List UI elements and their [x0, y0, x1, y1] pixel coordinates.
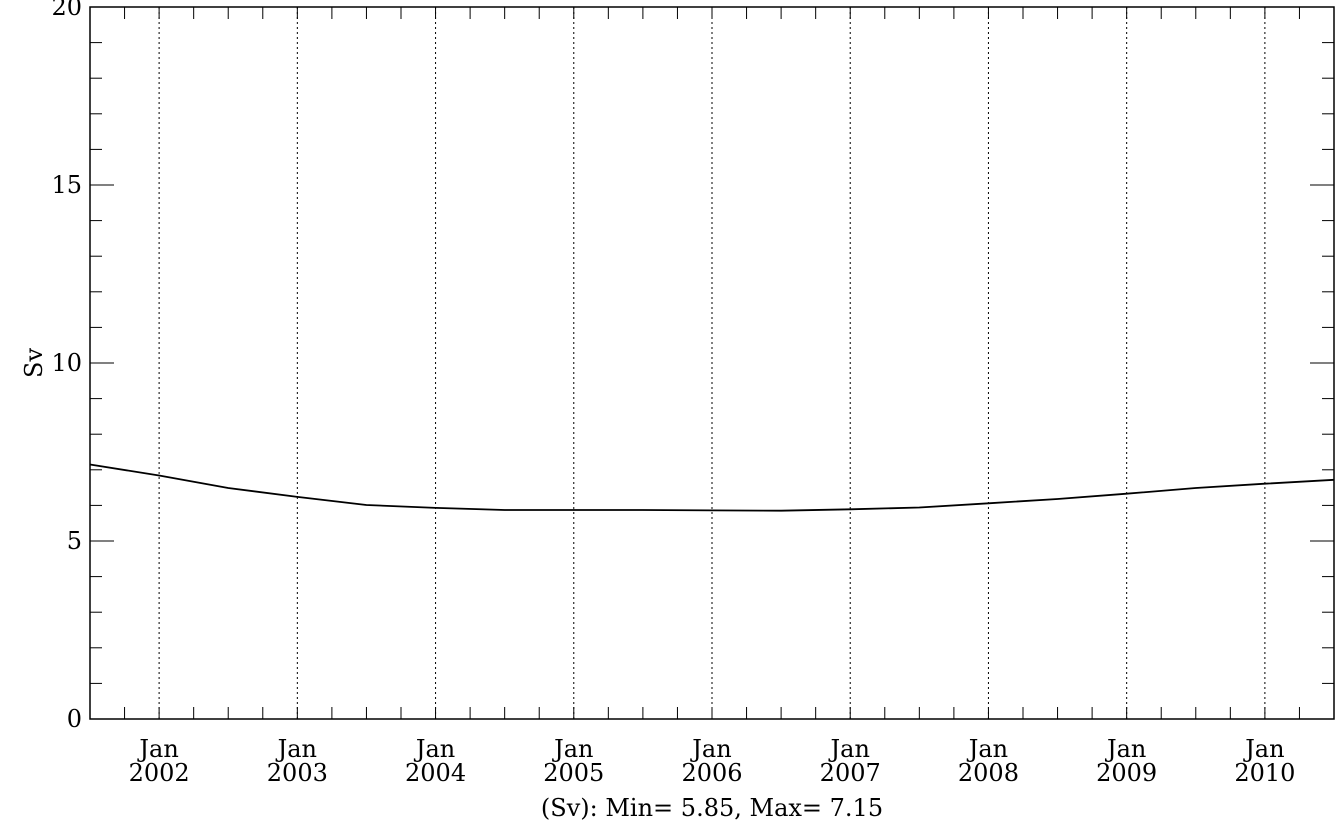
x-tick-year-label: 2006: [681, 759, 742, 787]
x-tick-month-label: Jan: [136, 735, 178, 763]
x-tick-year-label: 2010: [1234, 759, 1295, 787]
x-tick-month-label: Jan: [413, 735, 455, 763]
x-tick-year-label: 2002: [129, 759, 190, 787]
y-axis-title: Sv: [20, 348, 48, 378]
min-max-summary: (Sv): Min= 5.85, Max= 7.15: [541, 794, 883, 822]
y-tick-label: 5: [67, 527, 82, 555]
x-tick-year-label: 2004: [405, 759, 466, 787]
y-tick-label: 15: [51, 171, 82, 199]
series-line: [89, 463, 1335, 512]
x-tick-month-label: Jan: [689, 735, 731, 763]
x-tick-year-label: 2009: [1096, 759, 1157, 787]
x-tick-month-label: Jan: [551, 735, 593, 763]
x-tick-month-label: Jan: [828, 735, 870, 763]
x-tick-year-label: 2005: [543, 759, 604, 787]
gridlines: [158, 7, 1266, 719]
x-axis: Jan2002Jan2003Jan2004Jan2005Jan2006Jan20…: [89, 7, 1335, 787]
x-tick-month-label: Jan: [1242, 735, 1284, 763]
y-tick-label: 0: [67, 705, 82, 733]
x-tick-month-label: Jan: [1104, 735, 1146, 763]
y-tick-label: 20: [51, 0, 82, 21]
y-tick-label: 10: [51, 349, 82, 377]
x-tick-year-label: 2003: [267, 759, 328, 787]
x-tick-year-label: 2008: [958, 759, 1019, 787]
x-tick-month-label: Jan: [275, 735, 317, 763]
x-tick-month-label: Jan: [966, 735, 1008, 763]
series-layer: [89, 463, 1335, 512]
x-tick-year-label: 2007: [820, 759, 881, 787]
y-axis: 0 5 10 15 20: [51, 0, 1334, 733]
